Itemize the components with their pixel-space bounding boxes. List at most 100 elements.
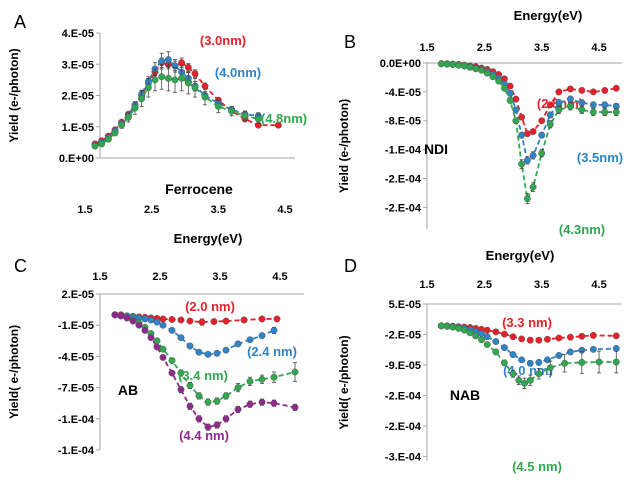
data-point xyxy=(601,86,609,94)
data-point xyxy=(158,73,166,81)
data-point xyxy=(222,317,230,325)
data-point xyxy=(546,364,554,372)
data-point xyxy=(526,359,534,367)
series-label: (4.4 nm) xyxy=(179,428,229,443)
y-tick-label: 4.E-05 xyxy=(62,28,94,40)
data-point xyxy=(171,76,179,84)
data-point xyxy=(118,121,126,129)
data-point xyxy=(159,345,167,353)
data-point xyxy=(204,423,212,431)
data-point xyxy=(177,369,185,377)
data-point xyxy=(555,334,563,342)
data-point xyxy=(535,358,543,366)
data-point xyxy=(466,329,474,337)
data-point xyxy=(492,348,500,356)
series-purple: (4.4 nm) xyxy=(111,311,299,443)
data-point xyxy=(589,108,597,116)
data-point xyxy=(213,349,221,357)
data-point xyxy=(523,156,531,164)
y-tick-label: 1.E-05 xyxy=(62,122,94,134)
data-point xyxy=(213,397,221,405)
series-label: (3.0nm) xyxy=(200,33,246,48)
molecule-label: NDI xyxy=(424,141,448,157)
data-point xyxy=(500,330,508,338)
series-red: (2.8nm) xyxy=(437,60,620,138)
data-point xyxy=(589,345,597,353)
data-point xyxy=(460,62,468,70)
data-point xyxy=(543,335,551,343)
data-point xyxy=(601,101,609,109)
data-point xyxy=(240,316,248,324)
data-point xyxy=(589,331,597,339)
y-tick-label: 2.E-05 xyxy=(62,91,94,103)
data-point xyxy=(195,392,203,400)
data-point xyxy=(141,315,149,323)
data-point xyxy=(578,358,586,366)
x-axis-title: Energy(eV) xyxy=(174,231,243,246)
data-point xyxy=(111,129,119,137)
data-point xyxy=(578,86,586,94)
data-point xyxy=(455,61,462,69)
x-axis-title: Energy(eV) xyxy=(514,8,583,23)
data-point xyxy=(578,332,586,340)
data-point xyxy=(135,321,143,329)
x-tick-label: 4.5 xyxy=(272,271,287,283)
y-axis-title: Yield( e-/photon) xyxy=(337,335,351,429)
data-point xyxy=(241,112,249,120)
panel-b: B 0.0E+00 -4.E-05 -8.E-05 -1.E-04 -2.E-04 -2.E… xyxy=(337,8,623,237)
data-point xyxy=(184,63,192,71)
data-point xyxy=(210,318,218,326)
data-point xyxy=(437,60,445,68)
data-point xyxy=(177,386,185,394)
y-axis-title: Yield (e-/photon) xyxy=(7,48,21,142)
data-point xyxy=(213,421,221,429)
x-tick-label: 1.5 xyxy=(77,204,92,216)
data-point xyxy=(222,346,230,354)
data-point xyxy=(449,60,457,68)
data-point xyxy=(512,106,520,114)
series-label: (3.3 nm) xyxy=(502,315,552,330)
data-point xyxy=(168,369,176,377)
data-point xyxy=(234,405,242,413)
data-point xyxy=(526,336,534,344)
series-label: (2.0 nm) xyxy=(185,299,235,314)
y-axis-title: Yield (e-/photon) xyxy=(337,99,351,193)
series-label: (2.4 nm) xyxy=(247,344,297,359)
y-tick-label: -2.E-04 xyxy=(385,391,422,403)
data-point xyxy=(437,322,445,330)
y-tick-label: -1.E-05 xyxy=(58,320,94,332)
data-point xyxy=(589,101,597,109)
y-tick-label: 3.E-05 xyxy=(62,59,94,71)
data-point xyxy=(518,335,526,343)
y-tick-label: -7.E-05 xyxy=(58,383,94,395)
data-point xyxy=(228,107,236,115)
data-point xyxy=(153,318,161,326)
series-green: (4.3nm) xyxy=(437,60,620,237)
y-tick-label: -4.E-05 xyxy=(58,351,94,363)
data-point xyxy=(483,341,491,349)
series-red: (3.0nm) xyxy=(91,33,282,148)
data-point xyxy=(489,73,497,81)
y-tick-label: -3.E-04 xyxy=(385,452,422,464)
data-point xyxy=(164,56,172,64)
data-point xyxy=(191,84,199,92)
data-point xyxy=(566,85,574,93)
data-point xyxy=(270,373,278,381)
data-point xyxy=(159,353,167,361)
x-tick-label: 3.5 xyxy=(534,42,549,54)
data-point xyxy=(258,398,266,406)
y-tick-label: -9.E-05 xyxy=(385,360,421,372)
data-point xyxy=(124,113,132,121)
data-point xyxy=(449,323,457,331)
data-point xyxy=(478,330,485,338)
x-tick-label: 3.5 xyxy=(211,204,226,216)
data-point xyxy=(546,120,554,128)
y-tick-label: -1.E-04 xyxy=(58,414,95,426)
molecule-label: Ferrocene xyxy=(165,181,233,197)
data-point xyxy=(500,84,508,92)
data-point xyxy=(566,102,574,110)
data-point xyxy=(123,314,131,322)
data-point xyxy=(153,343,161,351)
data-point xyxy=(521,379,528,387)
